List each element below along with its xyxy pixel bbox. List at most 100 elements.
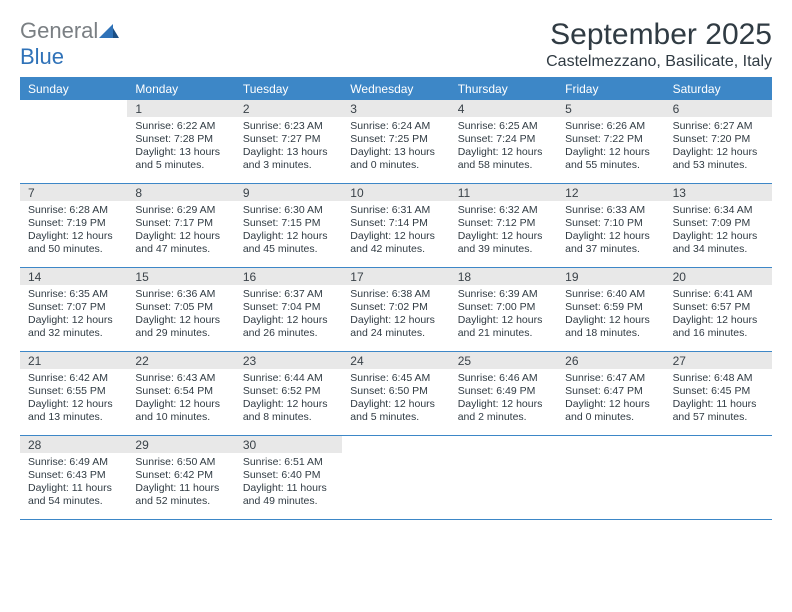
daylight-line: and 52 minutes.	[135, 495, 226, 508]
daylight-line: and 55 minutes.	[565, 159, 656, 172]
day-number: 21	[20, 352, 127, 369]
sun-time-line: Sunset: 7:07 PM	[28, 301, 119, 314]
daylight-line: Daylight: 12 hours	[350, 314, 441, 327]
sun-time-line: Sunrise: 6:36 AM	[135, 288, 226, 301]
daylight-line: Daylight: 13 hours	[350, 146, 441, 159]
daylight-line: and 5 minutes.	[135, 159, 226, 172]
daylight-line: and 57 minutes.	[673, 411, 764, 424]
weekday-header: Monday	[127, 77, 234, 100]
sun-time-line: Sunset: 6:43 PM	[28, 469, 119, 482]
sun-time-line: Sunset: 6:50 PM	[350, 385, 441, 398]
sun-time-line: Sunset: 7:25 PM	[350, 133, 441, 146]
daylight-line: and 53 minutes.	[673, 159, 764, 172]
calendar-cell: 19Sunrise: 6:40 AMSunset: 6:59 PMDayligh…	[557, 268, 664, 352]
calendar-cell: 17Sunrise: 6:38 AMSunset: 7:02 PMDayligh…	[342, 268, 449, 352]
daylight-line: and 24 minutes.	[350, 327, 441, 340]
sun-time-line: Sunset: 6:45 PM	[673, 385, 764, 398]
daylight-line: Daylight: 12 hours	[673, 146, 764, 159]
day-number: 25	[450, 352, 557, 369]
sun-time-line: Sunrise: 6:47 AM	[565, 372, 656, 385]
daylight-line: Daylight: 13 hours	[135, 146, 226, 159]
calendar-cell: 25Sunrise: 6:46 AMSunset: 6:49 PMDayligh…	[450, 352, 557, 436]
weekday-header: Saturday	[665, 77, 772, 100]
calendar-cell	[450, 436, 557, 520]
sun-time-line: Sunset: 7:24 PM	[458, 133, 549, 146]
day-number: 30	[235, 436, 342, 453]
calendar-cell: 3 Sunrise: 6:24 AMSunset: 7:25 PMDaylight…	[342, 100, 449, 184]
day-number: 18	[450, 268, 557, 285]
daylight-line: Daylight: 11 hours	[673, 398, 764, 411]
sun-time-line: Sunset: 7:12 PM	[458, 217, 549, 230]
daylight-line: and 10 minutes.	[135, 411, 226, 424]
weekday-header-row: Sunday Monday Tuesday Wednesday Thursday…	[20, 77, 772, 100]
daylight-line: Daylight: 12 hours	[243, 398, 334, 411]
daylight-line: and 50 minutes.	[28, 243, 119, 256]
daylight-line: Daylight: 12 hours	[673, 314, 764, 327]
sun-time-line: Sunrise: 6:41 AM	[673, 288, 764, 301]
day-number: 24	[342, 352, 449, 369]
sun-time-line: Sunrise: 6:39 AM	[458, 288, 549, 301]
daylight-line: Daylight: 12 hours	[565, 398, 656, 411]
sun-time-line: Sunrise: 6:28 AM	[28, 204, 119, 217]
day-number: 6	[665, 100, 772, 117]
sun-time-line: Sunset: 7:09 PM	[673, 217, 764, 230]
sun-time-line: Sunrise: 6:43 AM	[135, 372, 226, 385]
location-subtitle: Castelmezzano, Basilicate, Italy	[546, 53, 772, 71]
sun-time-line: Sunrise: 6:44 AM	[243, 372, 334, 385]
logo-text: General Blue	[20, 18, 119, 70]
calendar-cell: 5Sunrise: 6:26 AMSunset: 7:22 PMDaylight…	[557, 100, 664, 184]
sun-time-line: Sunrise: 6:34 AM	[673, 204, 764, 217]
daylight-line: Daylight: 12 hours	[350, 398, 441, 411]
sun-time-line: Sunrise: 6:40 AM	[565, 288, 656, 301]
calendar-cell: 22Sunrise: 6:43 AMSunset: 6:54 PMDayligh…	[127, 352, 234, 436]
sun-time-line: Sunset: 7:27 PM	[243, 133, 334, 146]
calendar-cell	[20, 100, 127, 184]
weekday-header: Wednesday	[342, 77, 449, 100]
sun-time-line: Sunset: 7:00 PM	[458, 301, 549, 314]
sun-time-line: Sunrise: 6:50 AM	[135, 456, 226, 469]
day-number: 3	[342, 100, 449, 117]
sun-time-line: Sunset: 7:17 PM	[135, 217, 226, 230]
sun-time-line: Sunrise: 6:33 AM	[565, 204, 656, 217]
calendar-cell: 11Sunrise: 6:32 AMSunset: 7:12 PMDayligh…	[450, 184, 557, 268]
daylight-line: and 45 minutes.	[243, 243, 334, 256]
daylight-line: Daylight: 12 hours	[243, 230, 334, 243]
calendar-cell: 9Sunrise: 6:30 AMSunset: 7:15 PMDaylight…	[235, 184, 342, 268]
calendar-cell: 6Sunrise: 6:27 AMSunset: 7:20 PMDaylight…	[665, 100, 772, 184]
sun-time-line: Sunset: 7:15 PM	[243, 217, 334, 230]
calendar-cell: 23Sunrise: 6:44 AMSunset: 6:52 PMDayligh…	[235, 352, 342, 436]
sun-time-line: Sunset: 6:47 PM	[565, 385, 656, 398]
calendar-cell: 20Sunrise: 6:41 AMSunset: 6:57 PMDayligh…	[665, 268, 772, 352]
sun-time-line: Sunrise: 6:38 AM	[350, 288, 441, 301]
calendar-page: General Blue September 2025 Castelmezzan…	[0, 0, 792, 532]
sun-time-line: Sunset: 6:42 PM	[135, 469, 226, 482]
calendar-cell: 28Sunrise: 6:49 AMSunset: 6:43 PMDayligh…	[20, 436, 127, 520]
sun-time-line: Sunrise: 6:24 AM	[350, 120, 441, 133]
daylight-line: and 2 minutes.	[458, 411, 549, 424]
daylight-line: and 21 minutes.	[458, 327, 549, 340]
sun-time-line: Sunrise: 6:23 AM	[243, 120, 334, 133]
weekday-header: Tuesday	[235, 77, 342, 100]
calendar-cell: 4Sunrise: 6:25 AMSunset: 7:24 PMDaylight…	[450, 100, 557, 184]
sun-time-line: Sunset: 7:19 PM	[28, 217, 119, 230]
daylight-line: and 26 minutes.	[243, 327, 334, 340]
month-title: September 2025	[546, 18, 772, 51]
day-number: 16	[235, 268, 342, 285]
day-number: 11	[450, 184, 557, 201]
calendar-cell: 12Sunrise: 6:33 AMSunset: 7:10 PMDayligh…	[557, 184, 664, 268]
sun-time-line: Sunrise: 6:46 AM	[458, 372, 549, 385]
sun-time-line: Sunrise: 6:22 AM	[135, 120, 226, 133]
calendar-cell: 30Sunrise: 6:51 AMSunset: 6:40 PMDayligh…	[235, 436, 342, 520]
daylight-line: and 5 minutes.	[350, 411, 441, 424]
day-number: 8	[127, 184, 234, 201]
calendar-cell: 27Sunrise: 6:48 AMSunset: 6:45 PMDayligh…	[665, 352, 772, 436]
sun-time-line: Sunset: 6:54 PM	[135, 385, 226, 398]
calendar-cell	[557, 436, 664, 520]
sun-time-line: Sunset: 6:59 PM	[565, 301, 656, 314]
day-number: 13	[665, 184, 772, 201]
sun-time-line: Sunrise: 6:49 AM	[28, 456, 119, 469]
daylight-line: Daylight: 12 hours	[458, 146, 549, 159]
day-number: 20	[665, 268, 772, 285]
day-number: 28	[20, 436, 127, 453]
sun-time-line: Sunset: 6:55 PM	[28, 385, 119, 398]
